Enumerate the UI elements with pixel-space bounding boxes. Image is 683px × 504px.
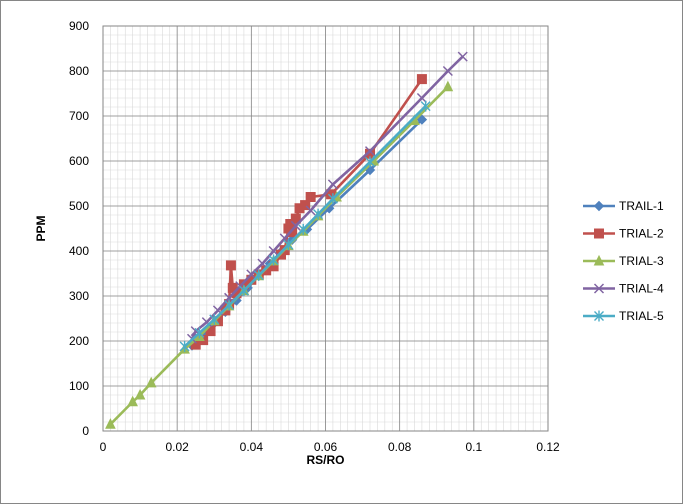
y-tick-label: 400	[69, 244, 89, 258]
data-point-trial-5	[209, 313, 220, 325]
data-point-trial-4	[442, 65, 453, 77]
y-tick-label: 700	[69, 109, 89, 123]
y-tick-label: 600	[69, 154, 89, 168]
data-point-trial-3	[127, 395, 138, 407]
legend-marker-trial-4	[593, 283, 605, 294]
legend-label-trial-3: TRIAL-3	[619, 254, 664, 268]
y-tick-label: 100	[69, 379, 89, 393]
data-point-trial-5	[283, 239, 294, 251]
data-point-trial-2	[416, 74, 427, 85]
data-point-trial-2	[225, 260, 236, 271]
legend-label-trial-5: TRIAL-5	[619, 309, 664, 323]
x-tick-label: 0.1	[465, 440, 482, 454]
x-tick-label: 0.12	[536, 440, 560, 454]
tick-label-layer: 0 0.02 0.04 0.06 0.08 0.1 0.12 0 100 200 300 400 500…	[69, 19, 560, 454]
data-point-trial-5	[298, 223, 309, 235]
series-layer	[105, 51, 468, 429]
legend-item-trail-1: TRAIL-1	[583, 199, 664, 213]
data-point-trial-4	[279, 233, 290, 244]
plot-frame	[102, 25, 549, 432]
data-point-trial-3	[145, 376, 157, 388]
legend-marker-trail-1	[593, 200, 605, 212]
data-point-trial-5	[365, 156, 375, 168]
legend-item-trial-5: TRIAL-5	[583, 309, 664, 323]
y-tick-label: 500	[69, 199, 89, 213]
data-point-trial-5	[253, 269, 264, 281]
data-point-trial-5	[179, 340, 190, 352]
x-tick-label: 0.08	[388, 440, 412, 454]
data-point-trial-4	[290, 220, 301, 231]
y-tick-label: 900	[69, 19, 89, 33]
data-point-trial-2	[290, 213, 301, 224]
data-point-trial-3	[105, 418, 116, 429]
data-point-trail-1	[416, 114, 428, 125]
legend-item-trial-4: TRIAL-4	[583, 282, 664, 296]
data-point-trial-5	[224, 299, 235, 311]
legend-item-trial-3: TRIAL-3	[583, 254, 664, 268]
y-tick-label: 0	[82, 424, 89, 438]
series-trial-5	[179, 100, 431, 352]
legend-label-trail-1: TRAIL-1	[619, 199, 664, 213]
data-point-trial-3	[442, 80, 454, 92]
data-point-trial-2	[305, 192, 316, 202]
legend: TRAIL-1 TRIAL-2 TRIAL-3 TRIAL-4 TRIAL-5	[583, 199, 664, 323]
data-point-trial-5	[238, 285, 249, 297]
data-point-trial-2	[300, 200, 311, 211]
y-tick-label: 800	[69, 64, 89, 78]
data-point-trial-2	[287, 227, 298, 238]
data-point-trial-4	[268, 245, 279, 257]
x-tick-label: 0.02	[165, 440, 189, 454]
legend-label-trial-4: TRIAL-4	[619, 282, 664, 296]
data-point-trial-3	[134, 388, 146, 400]
data-point-trial-5	[313, 208, 324, 220]
x-tick-label: 0.06	[314, 440, 338, 454]
y-tick-label: 200	[69, 334, 89, 348]
y-axis-title: PPM	[34, 215, 48, 241]
x-axis-title: RS/RO	[306, 453, 344, 467]
data-point-trial-5	[268, 254, 279, 266]
data-point-trial-4	[327, 179, 338, 190]
data-point-trial-4	[416, 92, 427, 104]
data-point-trial-4	[457, 51, 468, 62]
data-point-trial-5	[194, 327, 205, 339]
grid-layer	[102, 25, 549, 432]
legend-item-trial-2: TRIAL-2	[583, 227, 664, 241]
x-tick-label: 0	[100, 440, 107, 454]
data-point-trial-5	[327, 193, 338, 205]
data-point-trial-5	[420, 100, 431, 112]
legend-marker-trial-5	[594, 310, 604, 322]
data-point-trial-4	[305, 205, 316, 216]
legend-marker-trial-2	[594, 228, 604, 239]
legend-marker-trial-3	[593, 254, 605, 266]
data-point-trial-4	[364, 146, 376, 157]
x-tick-label: 0.04	[240, 440, 264, 454]
y-tick-label: 300	[69, 289, 89, 303]
legend-label-trial-2: TRIAL-2	[619, 227, 664, 241]
